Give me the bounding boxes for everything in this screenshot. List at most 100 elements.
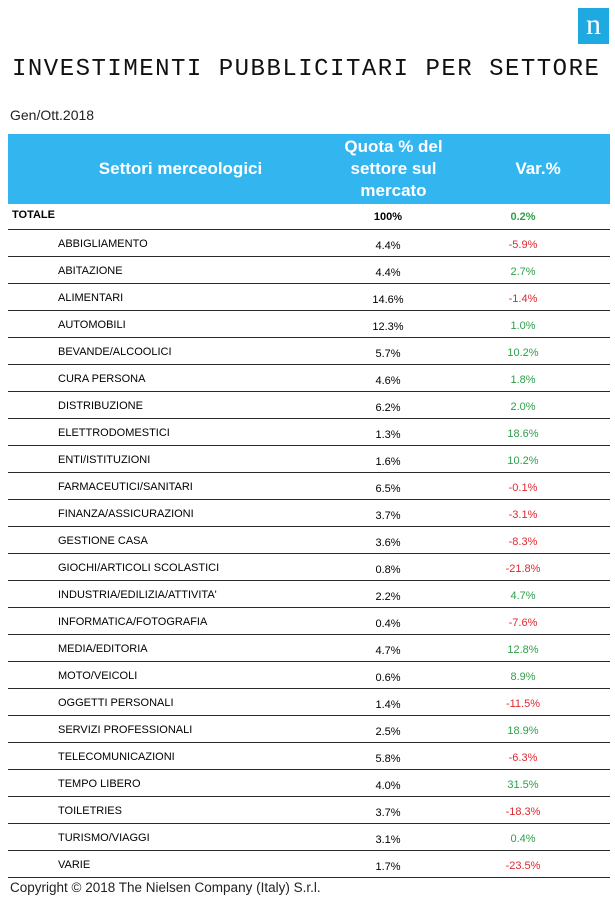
table-row: TELECOMUNICAZIONI 5.8% -6.3% (8, 743, 610, 770)
sector-cell: ELETTRODOMESTICI (58, 427, 170, 439)
sector-cell: VARIE (58, 859, 91, 871)
table-row: DISTRIBUZIONE 6.2% 2.0% (8, 392, 610, 419)
table-row: AUTOMOBILI 12.3% 1.0% (8, 311, 610, 338)
table-row: OGGETTI PERSONALI 1.4% -11.5% (8, 689, 610, 716)
var-cell: 10.2% (507, 347, 539, 359)
sector-cell: TURISMO/VIAGGI (58, 832, 150, 844)
total-var: 0.2% (510, 211, 536, 223)
var-cell: 1.8% (510, 374, 536, 386)
sector-cell: BEVANDE/ALCOOLICI (58, 346, 172, 358)
quota-cell: 4.6% (375, 375, 401, 387)
table-header: Settori merceologici Quota % del settore… (8, 134, 610, 204)
sector-cell: FINANZA/ASSICURAZIONI (58, 508, 194, 520)
table-body: ABBIGLIAMENTO 4.4% -5.9% ABITAZIONE 4.4% 2.7%… (8, 230, 610, 878)
quota-cell: 4.4% (375, 240, 401, 252)
table-row: TURISMO/VIAGGI 3.1% 0.4% (8, 824, 610, 851)
table-row: FARMACEUTICI/SANITARI 6.5% -0.1% (8, 473, 610, 500)
quota-cell: 5.8% (375, 753, 401, 765)
header-var: Var.% (515, 159, 561, 178)
quota-cell: 6.5% (375, 483, 401, 495)
quota-cell: 3.6% (375, 537, 401, 549)
sector-cell: ABBIGLIAMENTO (58, 238, 148, 250)
table-row-total: TOTALE 100% 0.2% (8, 204, 610, 230)
quota-cell: 3.7% (375, 807, 401, 819)
quota-cell: 6.2% (375, 402, 401, 414)
table-row: ABITAZIONE 4.4% 2.7% (8, 257, 610, 284)
sector-cell: TEMPO LIBERO (58, 778, 141, 790)
quota-cell: 4.0% (375, 780, 401, 792)
var-cell: 8.9% (510, 671, 536, 683)
var-cell: 2.7% (510, 266, 536, 278)
sector-table: Settori merceologici Quota % del settore… (8, 134, 610, 878)
sector-cell: GESTIONE CASA (58, 535, 148, 547)
table-row: ALIMENTARI 14.6% -1.4% (8, 284, 610, 311)
table-row: VARIE 1.7% -23.5% (8, 851, 610, 878)
var-cell: 0.4% (510, 833, 536, 845)
var-cell: 4.7% (510, 590, 536, 602)
table-row: INFORMATICA/FOTOGRAFIA 0.4% -7.6% (8, 608, 610, 635)
quota-cell: 4.4% (375, 267, 401, 279)
sector-cell: OGGETTI PERSONALI (58, 697, 174, 709)
period-label: Gen/Ott.2018 (10, 107, 95, 123)
var-cell: 31.5% (507, 779, 539, 791)
sector-cell: ENTI/ISTITUZIONI (58, 454, 151, 466)
var-cell: -3.1% (508, 509, 538, 521)
table-row: FINANZA/ASSICURAZIONI 3.7% -3.1% (8, 500, 610, 527)
header-sector: Settori merceologici (98, 159, 263, 178)
sector-cell: GIOCHI/ARTICOLI SCOLASTICI (58, 562, 220, 574)
var-cell: 2.0% (510, 401, 536, 413)
var-cell: -21.8% (505, 563, 541, 575)
quota-cell: 0.4% (375, 618, 401, 630)
quota-cell: 0.6% (375, 672, 401, 684)
quota-cell: 1.6% (375, 456, 401, 468)
var-cell: 18.6% (507, 428, 539, 440)
var-cell: -5.9% (508, 239, 538, 251)
var-cell: 18.9% (507, 725, 539, 737)
table-row: CURA PERSONA 4.6% 1.8% (8, 365, 610, 392)
table-row: GIOCHI/ARTICOLI SCOLASTICI 0.8% -21.8% (8, 554, 610, 581)
quota-cell: 0.8% (375, 564, 401, 576)
var-cell: -23.5% (505, 860, 541, 872)
table-row: ENTI/ISTITUZIONI 1.6% 10.2% (8, 446, 610, 473)
quota-cell: 2.2% (375, 591, 401, 603)
var-cell: 1.0% (510, 320, 536, 332)
var-cell: -6.3% (508, 752, 538, 764)
quota-cell: 1.3% (375, 429, 401, 441)
sector-cell: FARMACEUTICI/SANITARI (58, 481, 193, 493)
quota-cell: 4.7% (375, 645, 401, 657)
total-label: TOTALE (12, 209, 55, 221)
table-row: MEDIA/EDITORIA 4.7% 12.8% (8, 635, 610, 662)
var-cell: -0.1% (508, 482, 538, 494)
quota-cell: 5.7% (375, 348, 401, 360)
sector-cell: TOILETRIES (58, 805, 122, 817)
table-row: TEMPO LIBERO 4.0% 31.5% (8, 770, 610, 797)
var-cell: 12.8% (507, 644, 539, 656)
total-quota: 100% (373, 211, 403, 223)
sector-cell: MOTO/VEICOLI (58, 670, 138, 682)
table-row: GESTIONE CASA 3.6% -8.3% (8, 527, 610, 554)
quota-cell: 12.3% (372, 321, 404, 333)
table-row: BEVANDE/ALCOOLICI 5.7% 10.2% (8, 338, 610, 365)
var-cell: -7.6% (508, 617, 538, 629)
var-cell: -1.4% (508, 293, 538, 305)
sector-cell: INFORMATICA/FOTOGRAFIA (58, 616, 208, 628)
sector-cell: INDUSTRIA/EDILIZIA/ATTIVITA' (58, 589, 217, 601)
quota-cell: 2.5% (375, 726, 401, 738)
table-row: ELETTRODOMESTICI 1.3% 18.6% (8, 419, 610, 446)
var-cell: -11.5% (505, 698, 541, 710)
var-cell: 10.2% (507, 455, 539, 467)
page-title: INVESTIMENTI PUBBLICITARI PER SETTORE (12, 56, 601, 83)
sector-cell: TELECOMUNICAZIONI (58, 751, 175, 763)
sector-cell: ALIMENTARI (58, 292, 124, 304)
copyright-footer: Copyright © 2018 The Nielsen Company (It… (10, 880, 321, 895)
quota-cell: 3.7% (375, 510, 401, 522)
sector-cell: SERVIZI PROFESSIONALI (58, 724, 193, 736)
quota-cell: 1.7% (375, 861, 401, 873)
nielsen-logo: n (578, 8, 609, 44)
sector-cell: ABITAZIONE (58, 265, 123, 277)
quota-cell: 3.1% (375, 834, 401, 846)
quota-cell: 14.6% (372, 294, 404, 306)
table-row: TOILETRIES 3.7% -18.3% (8, 797, 610, 824)
table-row: SERVIZI PROFESSIONALI 2.5% 18.9% (8, 716, 610, 743)
header-quota: Quota % del settore sul mercato (344, 137, 443, 200)
